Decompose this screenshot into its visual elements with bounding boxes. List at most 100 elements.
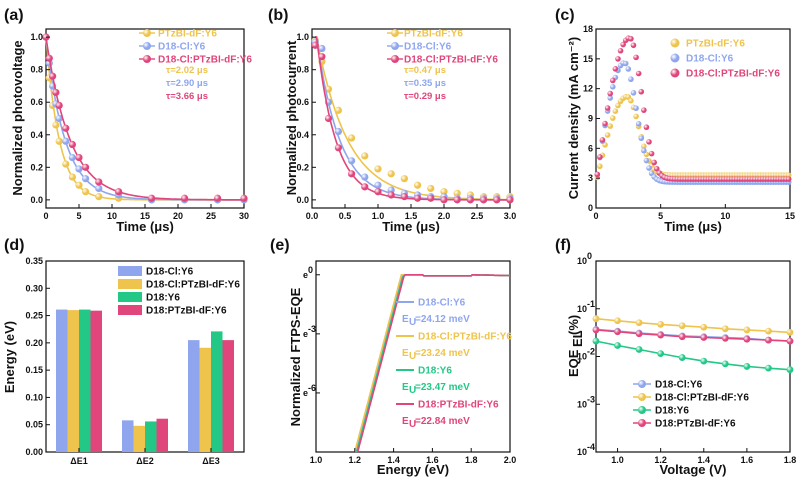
y-axis-label: Normalized photocurrent [284,40,299,195]
data-point [361,152,369,160]
y-tick-base: 10 [577,447,587,457]
data-point [678,354,686,361]
x-tick-label: 1.2 [349,455,362,465]
data-point [592,326,600,334]
legend-label: D18-Cl:Y6 [404,42,452,53]
tau-annotation: τ=2.90 μs [166,78,208,89]
data-point [115,188,123,196]
data-point [400,175,408,183]
data-point [214,194,222,202]
data-point [625,66,632,72]
bar [199,347,211,452]
data-point [678,322,686,330]
legend-label: D18-Cl:Y6 [418,298,466,309]
x-axis-label: Energy (eV) [377,462,449,477]
legend-marker [143,29,151,37]
y-tick-exponent: -2 [587,347,595,357]
y-tick-label: 12 [583,84,593,94]
y-axis-label: Current density (mA cm⁻²) [566,37,581,199]
data-point [648,150,655,157]
data-point [374,181,382,189]
y-tick-label: 0.15 [25,365,43,375]
data-point [95,184,103,193]
data-point [615,56,621,62]
legend-label: D18-Cl:Y6 [655,380,703,391]
data-point [68,140,76,149]
data-point [721,360,729,368]
data-point [646,139,652,145]
eu-value: =23.47 meV [415,382,470,393]
y-tick-exponent: -4 [587,442,595,452]
data-point [617,47,624,54]
data-point [240,194,248,202]
data-point [374,188,382,196]
data-point [622,60,629,67]
y-axis-label: EQE EL(%) [566,315,585,377]
y-axis-label-main: EQE [566,349,581,377]
legend-label: PTzBI-dF:Y6 [404,29,463,40]
legend-marker [638,393,646,401]
y-tick-exponent: -3 [587,394,595,404]
panel-label: (d) [4,237,24,254]
data-point [604,132,611,138]
y-tick-label: 0.30 [25,283,43,293]
bar [122,420,134,452]
data-point [635,70,642,77]
data-point [427,184,435,193]
data-point [68,173,76,181]
bar [90,310,102,452]
eu-subscript: U [409,385,416,396]
legend-label: D18:PTzBI-dF:Y6 [146,306,227,317]
y-tick-label: 3 [588,173,593,183]
data-point [49,72,57,80]
legend-marker [638,419,646,427]
y-tick-label: 0.0 [296,195,309,205]
x-tick-label: 2.5 [471,211,484,221]
eu-subscript: U [409,317,416,328]
bar [222,340,234,452]
data-point [311,41,319,49]
eqe-el-curve [595,329,791,342]
eu-prefix: E [402,348,409,359]
y-tick-base: 10 [577,352,587,362]
bar [145,421,157,452]
data-point [597,154,603,160]
data-point [610,84,616,90]
data-point [506,196,514,204]
data-point [334,144,342,152]
legend-label: D18:Y6 [146,293,180,304]
x-tick-label: 2.0 [438,211,451,221]
x-tick-label: 0 [43,211,48,221]
eu-prefix: E [402,314,409,325]
x-tick-label: 30 [239,211,249,221]
data-point [765,336,772,344]
y-tick-base: e [303,388,308,398]
legend-label: D18:PTzBI-dF:Y6 [655,419,736,430]
x-tick-label: 5 [76,211,81,221]
legend-marker [391,29,399,37]
data-point [181,194,189,202]
data-point [62,124,70,132]
y-tick-exponent: 0 [587,251,592,261]
data-point [414,194,422,202]
x-tick-label: 3.0 [504,211,517,221]
legend-marker [143,55,151,63]
eu-value: =23.24 meV [415,348,470,359]
data-point [414,181,422,189]
data-point [721,325,729,333]
category-label: ΔE3 [202,456,219,466]
y-tick-label: 0.6 [296,97,309,107]
data-point [348,157,356,165]
y-tick-label: 9 [588,114,593,124]
data-point [604,105,611,111]
panel-label: (c) [555,7,575,24]
data-point [786,366,794,374]
data-point [610,115,616,121]
legend-label: D18-Cl:Y6 [158,42,206,53]
legend-label: D18-Cl:PTzBI-dF:Y6 [686,69,780,80]
data-point [62,160,70,168]
data-point [633,105,639,112]
data-point [361,173,369,181]
data-point [95,193,103,201]
